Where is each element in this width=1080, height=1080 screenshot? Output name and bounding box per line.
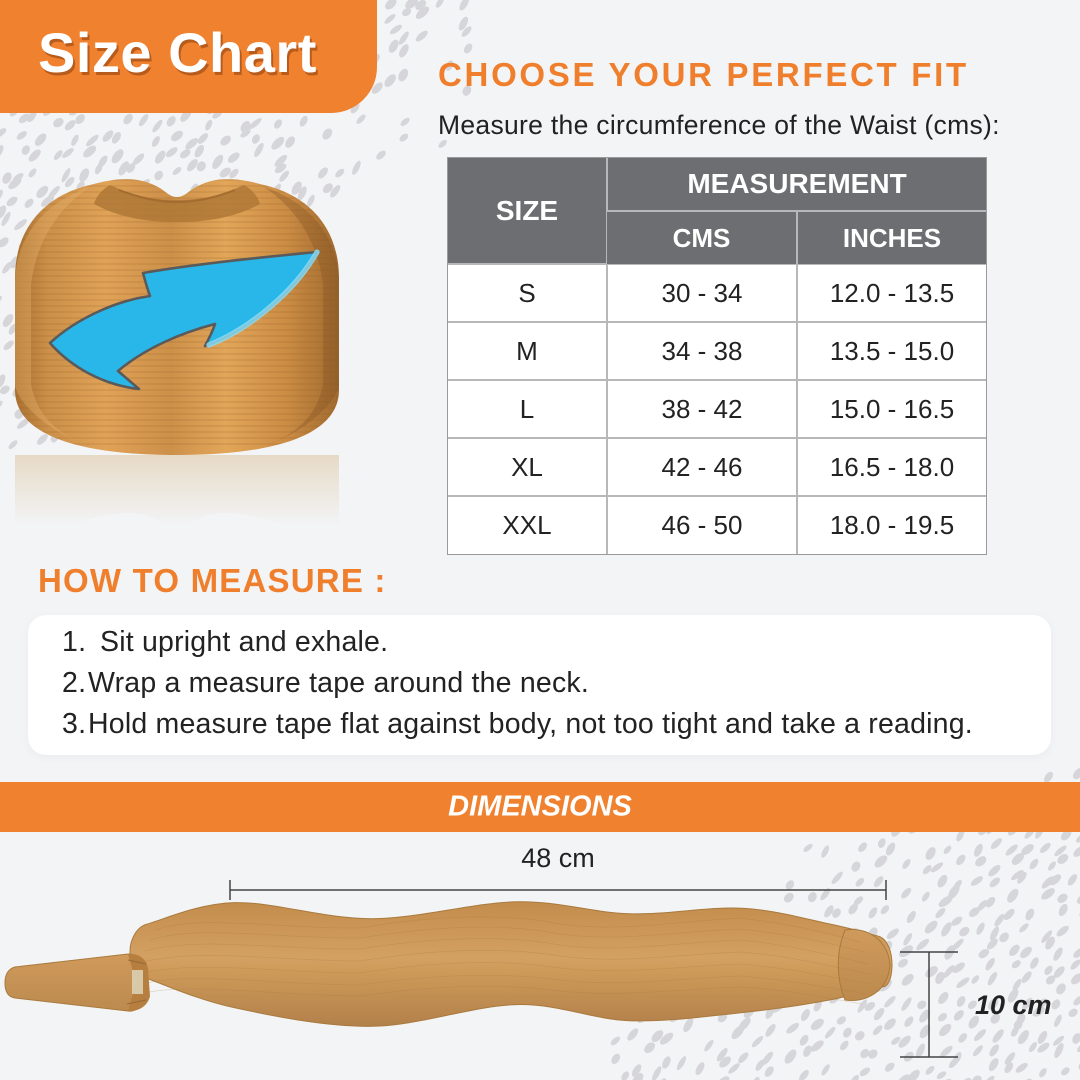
svg-text:48 cm: 48 cm [521,843,595,873]
svg-text:10 cm: 10 cm [975,990,1052,1020]
